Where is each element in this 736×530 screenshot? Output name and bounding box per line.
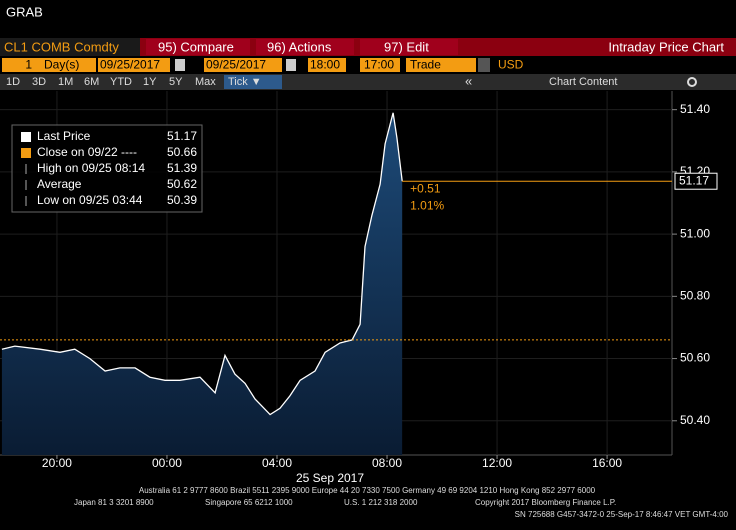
last-tag-label: 51.17 — [679, 173, 709, 187]
legend-value: 50.39 — [167, 193, 197, 207]
footer-text: SN 725688 G457-3472-0 25-Sep-17 8:46:47 … — [515, 510, 729, 519]
legend-icon — [21, 132, 31, 142]
range-button[interactable]: 1Y — [143, 76, 157, 88]
view-title: Intraday Price Chart — [608, 39, 724, 54]
legend-value: 50.62 — [167, 177, 197, 191]
button[interactable] — [256, 39, 354, 55]
legend-value: 51.17 — [167, 129, 197, 143]
x-axis-label: 25 Sep 2017 — [296, 471, 364, 485]
range-button[interactable]: YTD — [110, 76, 132, 88]
collapse-button[interactable]: « — [465, 73, 472, 88]
range-button[interactable]: Max — [195, 76, 216, 88]
legend-value: 50.66 — [167, 145, 197, 159]
actions-button[interactable]: 96) Actions — [267, 39, 332, 54]
period-unit[interactable]: Day(s) — [44, 58, 79, 72]
footer-text: Copyright 2017 Bloomberg Finance L.P. — [475, 498, 616, 507]
footer-text: Singapore 65 6212 1000 — [205, 498, 293, 507]
end-time[interactable]: 17:00 — [364, 58, 394, 72]
window-title: GRAB — [6, 4, 43, 19]
x-tick-label: 12:00 — [482, 456, 512, 470]
y-tick-label: 50.40 — [680, 413, 710, 427]
field[interactable]: Trade — [410, 58, 441, 72]
end-date[interactable]: 09/25/2017 — [206, 58, 266, 72]
range-button[interactable]: 5Y — [169, 76, 183, 88]
price-area — [1, 112, 403, 456]
y-tick-label: 51.00 — [680, 226, 710, 240]
legend-icon — [21, 148, 31, 158]
security[interactable]: CL1 COMB Comdty — [4, 39, 119, 54]
input[interactable] — [98, 58, 170, 72]
input[interactable] — [2, 58, 96, 72]
period[interactable]: 1 — [25, 58, 32, 72]
range-button[interactable]: 6M — [84, 76, 99, 88]
range-button[interactable]: 3D — [32, 76, 46, 88]
legend-label: Average — [37, 177, 82, 191]
start-time[interactable]: 18:00 — [310, 58, 340, 72]
price-line — [1, 112, 403, 416]
y-tick-label: 50.80 — [680, 289, 710, 303]
range-button[interactable]: 1M — [58, 76, 73, 88]
legend-value: 51.39 — [167, 161, 197, 175]
change-label: +0.51 — [410, 181, 441, 195]
range-button-bg — [224, 75, 282, 89]
legend: Last Price 51.17 Close on 09/22 ---- 50.66 H… — [11, 124, 203, 213]
footer-text: U.S. 1 212 318 2000 — [344, 498, 418, 507]
footer-text: Australia 61 2 9777 8600 Brazil 5511 239… — [139, 486, 596, 495]
y-tick-label: 50.60 — [680, 351, 710, 365]
input[interactable] — [204, 58, 282, 72]
legend-label: Low on 09/25 03:44 — [37, 193, 143, 207]
legend-box — [11, 124, 203, 213]
x-tick-label: 20:00 — [42, 456, 72, 470]
x-tick-label: 04:00 — [262, 456, 292, 470]
y-tick-label: 51.40 — [680, 102, 710, 116]
legend-label: Last Price — [37, 129, 91, 143]
compare-button[interactable]: 95) Compare — [158, 39, 234, 54]
input[interactable] — [406, 58, 476, 72]
currency: USD — [498, 58, 524, 72]
start-date[interactable]: 09/25/2017 — [100, 58, 160, 72]
input[interactable] — [308, 58, 346, 72]
range-bar — [0, 74, 736, 90]
legend-label: High on 09/25 08:14 — [37, 161, 145, 175]
x-tick-label: 16:00 — [592, 456, 622, 470]
change-pct-label: 1.01% — [410, 198, 444, 212]
button[interactable] — [360, 39, 458, 55]
edit-button[interactable]: 97) Edit — [384, 39, 429, 54]
legend-label: Close on 09/22 ---- — [37, 145, 137, 159]
last-tag — [674, 172, 718, 190]
chart-content-button[interactable]: Chart Content — [549, 76, 617, 88]
x-tick-label: 08:00 — [372, 456, 402, 470]
range-button[interactable]: 1D — [6, 76, 20, 88]
range-button[interactable]: Tick ▼ — [228, 76, 262, 88]
x-tick-label: 00:00 — [152, 456, 182, 470]
footer-text: Japan 81 3 3201 8900 — [74, 498, 154, 507]
input[interactable] — [360, 58, 400, 72]
plot — [0, 91, 672, 456]
button[interactable] — [146, 39, 250, 55]
